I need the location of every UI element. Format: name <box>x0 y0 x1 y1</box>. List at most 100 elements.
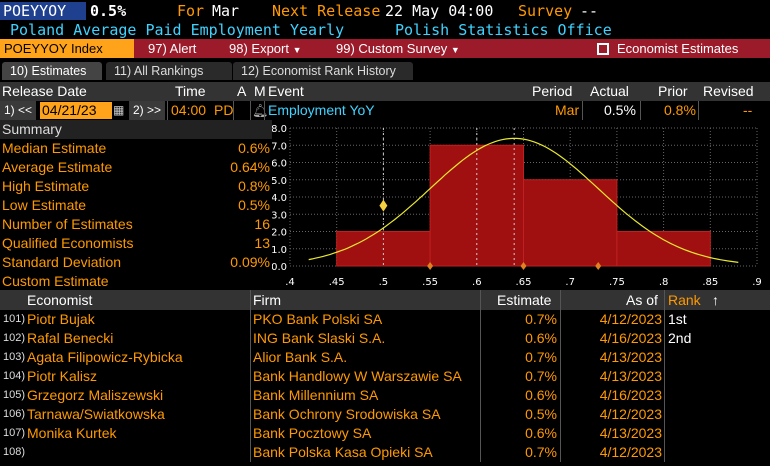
table-row[interactable]: 102) Rafal Benecki ING Bank Slaski S.A. 0.6… <box>0 329 770 348</box>
tab-all-rankings[interactable]: 11) All Rankings <box>106 62 232 80</box>
prior-value: 0.8% <box>664 102 696 118</box>
estimate-value: 0.6% <box>525 425 557 441</box>
summary-row: High Estimate 0.8% <box>0 177 272 196</box>
estimate-value: 0.7% <box>525 349 557 365</box>
as-of-date: 4/16/2023 <box>599 387 662 403</box>
economist-name[interactable]: Agata Filipowicz-Rybicka <box>27 349 183 365</box>
firm-name[interactable]: PKO Bank Polski SA <box>253 311 383 327</box>
col-actual[interactable]: Actual <box>590 83 629 99</box>
col-release-date[interactable]: Release Date <box>2 83 87 99</box>
col-rank[interactable]: Rank <box>668 292 701 308</box>
actual-marker <box>379 199 388 212</box>
economist-name[interactable]: Tarnawa/Swiatkowska <box>27 406 165 422</box>
summary-panel: Summary Median Estimate 0.6% Average Estim… <box>0 120 272 290</box>
ticker-highlight <box>0 2 86 20</box>
security-header: POEYYOY 0.5% For Mar Next Release 22 May… <box>0 0 770 22</box>
col-firm[interactable]: Firm <box>253 292 281 308</box>
alert-button[interactable]: 97) Alert <box>148 39 196 58</box>
summary-row: Low Estimate 0.5% <box>0 196 272 215</box>
firm-name[interactable]: Bank Polska Kasa Opieki SA <box>253 444 433 460</box>
economist-estimates-label: Economist Estimates <box>617 41 739 56</box>
tab-estimates[interactable]: 10) Estimates <box>2 62 102 80</box>
y-tick-label: 8.0 <box>272 124 287 135</box>
summary-row: Number of Estimates 16 <box>0 215 272 234</box>
table-row[interactable]: 106) Tarnawa/Swiatkowska Bank Ochrony Srod… <box>0 405 770 424</box>
row-index: 104) <box>3 370 26 382</box>
next-date-button[interactable]: 2) >> <box>129 101 165 120</box>
bell-icon[interactable]: 🔔︎ <box>252 103 269 118</box>
prev-date-button[interactable]: 1) << <box>0 101 36 120</box>
row-index: 108) <box>3 446 26 458</box>
calendar-icon[interactable]: ▦ <box>113 103 125 117</box>
col-m[interactable]: M <box>254 83 266 99</box>
col-estimate[interactable]: Estimate <box>497 292 552 308</box>
histogram-bar <box>429 144 525 267</box>
firm-name[interactable]: ING Bank Slaski S.A. <box>253 330 386 346</box>
summary-title-row: Summary <box>0 120 272 139</box>
summary-value: 0.8% <box>238 178 270 194</box>
firm-name[interactable]: Alior Bank S.A. <box>253 349 348 365</box>
col-time[interactable]: Time <box>175 83 206 99</box>
histogram-bar <box>616 231 711 267</box>
event-name[interactable]: Employment YoY <box>268 102 375 118</box>
firm-name[interactable]: Bank Handlowy W Warszawie SA <box>253 368 462 384</box>
firm-name[interactable]: Bank Millennium SA <box>253 387 379 403</box>
next-release-value: 22 May 04:00 <box>385 2 494 20</box>
economist-name[interactable]: Rafal Benecki <box>27 330 114 346</box>
sort-arrow-icon[interactable]: ↑ <box>712 292 719 308</box>
x-tick-label: .7 <box>565 277 575 288</box>
axis-marker <box>520 262 527 270</box>
rank-value: 2nd <box>668 330 692 346</box>
summary-value: 13 <box>254 235 270 251</box>
row-index: 103) <box>3 351 26 363</box>
release-row: 1) << 04/21/23 ▦ 2) >> 04:00 PD 🔔︎ Emplo… <box>0 101 770 120</box>
index-button[interactable]: POEYYOY Index <box>0 39 134 58</box>
tab-economist-rank-history[interactable]: 12) Economist Rank History <box>233 62 413 80</box>
col-as-of[interactable]: As of <box>626 292 658 308</box>
export-button[interactable]: 98) Export ▼ <box>229 39 302 58</box>
security-description: Poland Average Paid Employment Yearly Po… <box>0 21 770 39</box>
x-tick-label: .9 <box>752 277 762 288</box>
economist-name[interactable]: Monika Kurtek <box>27 425 117 441</box>
summary-value: 0.09% <box>230 254 270 270</box>
economist-name[interactable]: Grzegorz Maliszewski <box>27 387 164 403</box>
custom-survey-button[interactable]: 99) Custom Survey ▼ <box>336 39 460 58</box>
row-index: 102) <box>3 332 26 344</box>
summary-label: Average Estimate <box>2 159 113 175</box>
summary-row: Qualified Economists 13 <box>0 234 272 253</box>
ticker: POEYYOY <box>3 2 67 20</box>
economist-name[interactable]: Piotr Kalisz <box>27 368 98 384</box>
economist-estimates-button[interactable]: Economist Estimates <box>597 39 738 58</box>
table-row[interactable]: 104) Piotr Kalisz Bank Handlowy W Warszawi… <box>0 367 770 386</box>
as-of-date: 4/12/2023 <box>599 311 662 327</box>
as-of-date: 4/12/2023 <box>599 406 662 422</box>
chevron-down-icon: ▼ <box>292 45 302 55</box>
summary-label: Number of Estimates <box>2 216 133 232</box>
x-tick-label: .45 <box>329 277 345 288</box>
table-row[interactable]: 103) Agata Filipowicz-Rybicka Alior Bank S… <box>0 348 770 367</box>
release-timezone: PD <box>214 102 234 118</box>
economist-name[interactable]: Piotr Bujak <box>27 311 95 327</box>
date-input[interactable]: 04/21/23 <box>40 102 112 119</box>
next-release-label: Next Release <box>272 2 381 20</box>
axis-marker <box>595 262 602 270</box>
table-row[interactable]: 107) Monika Kurtek Bank Pocztowy SA 0.6% 4/1… <box>0 424 770 443</box>
col-event[interactable]: Event <box>268 83 304 99</box>
estimate-value: 0.7% <box>525 444 557 460</box>
col-a[interactable]: A <box>237 83 247 99</box>
y-tick-label: 0.0 <box>272 262 287 273</box>
table-row[interactable]: 108) Bank Polska Kasa Opieki SA 0.7% 4/12/2… <box>0 443 770 462</box>
col-prior[interactable]: Prior <box>658 83 688 99</box>
col-revised[interactable]: Revised <box>703 83 754 99</box>
row-index: 105) <box>3 389 26 401</box>
table-row[interactable]: 105) Grzegorz Maliszewski Bank Millennium … <box>0 386 770 405</box>
period-value: Mar <box>555 102 580 118</box>
tab-bar: 10) Estimates 11) All Rankings 12) Econo… <box>0 62 770 82</box>
col-period[interactable]: Period <box>532 83 573 99</box>
y-tick-label: 3.0 <box>272 210 287 221</box>
table-row[interactable]: 101) Piotr Bujak PKO Bank Polski SA 0.7% 4/1… <box>0 310 770 329</box>
col-economist[interactable]: Economist <box>27 292 93 308</box>
firm-name[interactable]: Bank Ochrony Srodowiska SA <box>253 406 441 422</box>
firm-name[interactable]: Bank Pocztowy SA <box>253 425 372 441</box>
row-index: 107) <box>3 427 26 439</box>
